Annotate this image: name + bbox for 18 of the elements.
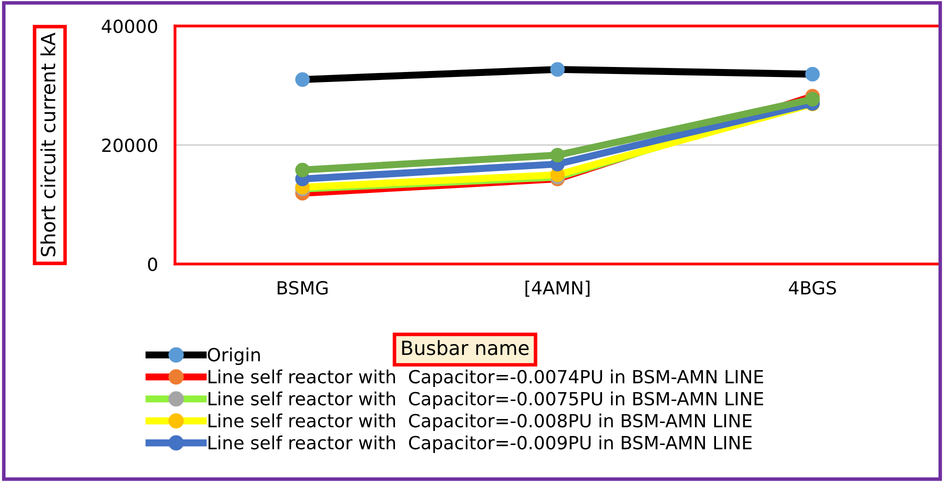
- legend-label: Line self reactor with Capacitor=-0.0074PU in BSM-AMN LINE: [208, 370, 764, 388]
- x-tick-label: BSMG: [278, 280, 328, 295]
- point: [295, 72, 310, 87]
- legend-label: Line self reactor with Capacitor=-0.0075PU in BSM-AMN LINE: [208, 392, 764, 409]
- y-tick-label: 0: [148, 257, 158, 272]
- legend-label: Origin: [208, 348, 260, 366]
- x-tick-label: 4BGS: [788, 280, 836, 295]
- legend-label: Line self reactor with Capacitor=-0.008PU in BSM-AMN LINE: [208, 414, 752, 431]
- point: [550, 148, 565, 162]
- y-tick-label: 20000: [102, 138, 158, 152]
- point: [550, 62, 565, 77]
- x-tick-label: [4AMN]: [526, 280, 590, 297]
- y-axis-title: Short circuit current kA: [40, 32, 56, 256]
- y-tick-label: 40000: [102, 19, 158, 34]
- point: [295, 162, 310, 178]
- x-axis-title: Busbar name: [402, 340, 529, 356]
- legend-label: Line self reactor with Capacitor=-0.009PU in BSM-AMN LINE: [208, 436, 752, 453]
- point: [805, 66, 820, 82]
